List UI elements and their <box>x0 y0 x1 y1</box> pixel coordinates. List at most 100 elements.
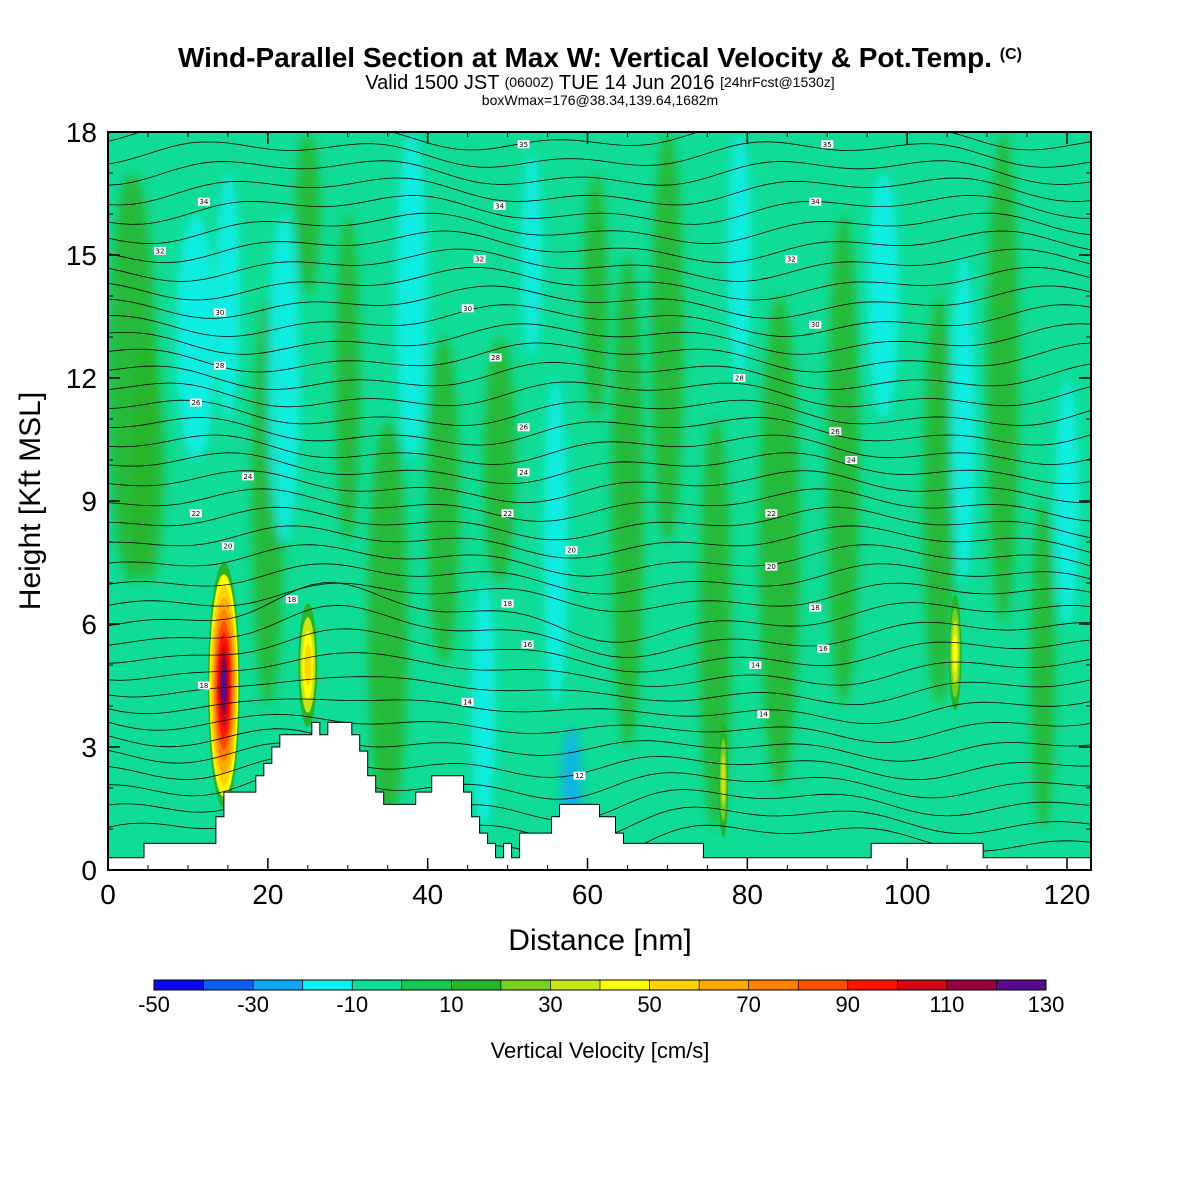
theta-contour-29 <box>108 285 1091 319</box>
valid-time: Valid 1500 JST (0600Z) TUE 14 Jun 2016 [… <box>0 72 1200 95</box>
colorbar-label-0: -50 <box>138 992 170 1017</box>
field-patch-1 <box>131 337 164 583</box>
colorbar-swatch-14 <box>847 980 898 990</box>
theta-contour-21 <box>108 434 1091 465</box>
theta-contour-8 <box>108 676 1091 706</box>
field-patch-25 <box>167 583 192 706</box>
theta-contour-25 <box>108 361 1091 390</box>
theta-contour-12 <box>108 582 1091 643</box>
x-tick-label-100: 100 <box>884 879 931 910</box>
contour-label-bg-21 <box>517 140 530 149</box>
contour-label-bg-13 <box>565 546 578 555</box>
contour-label-28: 22 <box>767 510 776 518</box>
contour-label-bg-14 <box>501 509 514 518</box>
colorbar-swatch-12 <box>748 980 799 990</box>
contour-label-bg-29 <box>845 456 858 464</box>
contour-label-31: 28 <box>735 375 744 383</box>
colorbar-swatch-17 <box>996 980 1047 990</box>
terrain <box>108 721 1091 870</box>
theta-contour-13 <box>108 582 1091 613</box>
contour-label-22: 12 <box>575 772 584 780</box>
contour-label-bg-0 <box>197 681 210 690</box>
colorbar-swatch-1 <box>203 980 254 990</box>
velocity-field <box>108 132 1080 850</box>
y-tick-label-0: 0 <box>81 855 97 886</box>
colorbar-swatch-16 <box>946 980 997 990</box>
contour-label-27: 20 <box>767 563 776 571</box>
x-tick-label-120: 120 <box>1044 879 1091 910</box>
y-tick-label-15: 15 <box>66 240 97 271</box>
theta-contour-24 <box>108 381 1091 408</box>
field-patch-20 <box>471 583 496 829</box>
field-patch-10 <box>543 378 568 706</box>
field-patch-11 <box>611 255 644 747</box>
theta-contour-15 <box>108 544 1091 577</box>
contour-label-0: 18 <box>199 682 208 690</box>
contour-label-bg-22 <box>573 771 586 780</box>
valid-a: Valid 1500 JST <box>365 72 500 94</box>
contour-label-bg-4 <box>189 398 202 407</box>
y-axis: 0 3 6 9 12 15 18 <box>66 117 1091 886</box>
theta-contour-27 <box>108 323 1091 355</box>
contour-label-bg-18 <box>461 304 474 313</box>
y-tick-label-18: 18 <box>66 117 97 148</box>
contour-label-2: 22 <box>191 510 200 518</box>
theta-contour-23 <box>108 399 1091 426</box>
colorbar-swatch-8 <box>550 980 601 990</box>
theta-contour-4 <box>108 742 1091 781</box>
contour-label-bg-10 <box>461 697 474 706</box>
contour-label-bg-17 <box>489 353 502 362</box>
contour-label-24: 14 <box>751 662 760 670</box>
valid-b: (0600Z) <box>504 74 554 90</box>
contour-label-bg-23 <box>757 710 770 719</box>
x-tick-label-60: 60 <box>572 879 603 910</box>
contour-label-bg-9 <box>285 595 298 604</box>
contour-label-35: 35 <box>823 141 832 149</box>
contour-label-3: 24 <box>243 473 252 481</box>
contour-label-11: 16 <box>523 641 532 649</box>
updraft-core-1-level-3 <box>304 644 311 686</box>
contour-label-bg-28 <box>765 509 778 518</box>
colorbar-label-5: 50 <box>637 992 661 1017</box>
contour-label-5: 28 <box>215 362 224 370</box>
colorbar-label-4: 30 <box>538 992 562 1017</box>
contour-label-25: 16 <box>819 645 828 653</box>
theta-contour-17 <box>108 506 1091 541</box>
contour-label-bg-30 <box>829 427 842 436</box>
field-patch-18 <box>1031 501 1056 829</box>
field-patch-9 <box>483 337 516 583</box>
field-patch-27 <box>583 173 608 419</box>
y-axis-title: Height [Kft MSL] <box>14 392 47 610</box>
colorbar-swatch-0 <box>154 980 205 990</box>
title-main: Wind-Parallel Section at Max W: Vertical… <box>177 42 993 73</box>
colorbar-label-9: 130 <box>1028 992 1065 1017</box>
colorbar-swatch-7 <box>500 980 551 990</box>
chart-title: Wind-Parallel Section at Max W: Vertical… <box>0 42 1200 74</box>
colorbar-label-6: 70 <box>736 992 760 1017</box>
field-patch-26 <box>295 132 320 296</box>
colorbar-swatch-15 <box>897 980 948 990</box>
updraft-core-2-level-3 <box>953 633 958 672</box>
field-patch-28 <box>727 132 752 378</box>
contour-label-1: 20 <box>223 543 232 551</box>
contour-label-21: 35 <box>519 141 528 149</box>
theta-contour-20 <box>108 452 1091 485</box>
colorbar-title: Vertical Velocity [cm/s] <box>491 1038 710 1063</box>
field-patch-19 <box>867 173 900 419</box>
updraft-core-0-level-9 <box>221 667 227 704</box>
contour-label-33: 32 <box>787 256 796 264</box>
colorbar-swatch-11 <box>699 980 750 990</box>
theta-contour-30 <box>108 266 1091 301</box>
contour-label-bg-19 <box>473 255 486 264</box>
colorbar-swatch-13 <box>798 980 849 990</box>
theta-contour-9 <box>108 652 1091 687</box>
y-tick-label-12: 12 <box>66 363 97 394</box>
contour-label-15: 24 <box>519 469 528 477</box>
contour-label-32: 30 <box>811 321 820 329</box>
field-patch-2 <box>175 214 216 460</box>
contour-label-bg-35 <box>821 140 834 149</box>
theta-contour-7 <box>108 698 1091 724</box>
contour-label-12: 18 <box>503 600 512 608</box>
field-patch-8 <box>427 337 460 665</box>
x-axis: 0 20 40 60 80 100 120 <box>100 132 1090 910</box>
